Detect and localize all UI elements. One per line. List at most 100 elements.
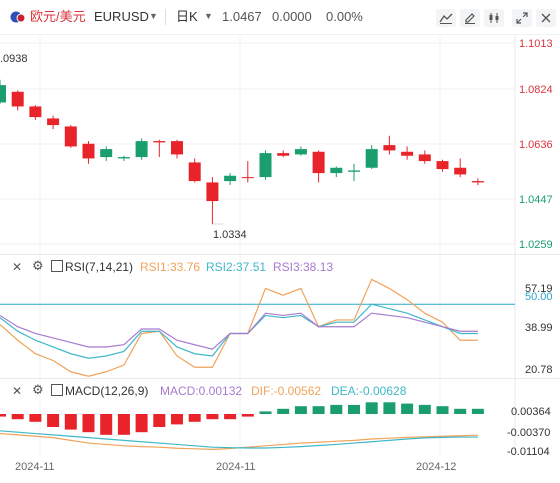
candle-body bbox=[206, 182, 219, 202]
toolbar-divider bbox=[165, 9, 166, 25]
macd-histogram-bar bbox=[171, 414, 183, 425]
macd-value: MACD:0.00132 bbox=[160, 384, 243, 398]
macd-histogram-bar bbox=[401, 403, 414, 414]
macd-histogram-bar bbox=[330, 404, 343, 414]
price-axis-label: 1.0447 bbox=[519, 194, 553, 206]
candle-body bbox=[100, 149, 113, 158]
macd-axis-label: 0.00364 bbox=[511, 406, 551, 418]
symbol-name[interactable]: 欧元/美元 bbox=[30, 9, 86, 24]
macd-histogram-bar bbox=[153, 414, 166, 427]
dea-line bbox=[0, 430, 478, 449]
macd-histogram-bar bbox=[224, 414, 237, 420]
chart-toolbar: 欧元/美元 EURUSD ▼ 日K ▼ 1.0467 0.0000 0.00% bbox=[0, 0, 560, 35]
candle-body bbox=[135, 141, 148, 158]
settings-icon[interactable]: ⚙ bbox=[32, 258, 44, 273]
settings-icon[interactable]: ⚙ bbox=[32, 382, 44, 397]
timeframe-select[interactable]: 日K bbox=[176, 9, 198, 24]
candle-body bbox=[11, 91, 24, 107]
date-axis-label: 2024-11 bbox=[216, 461, 256, 473]
candle-body bbox=[64, 126, 77, 147]
candle-body bbox=[277, 153, 290, 156]
candle-body bbox=[29, 106, 42, 118]
macd-histogram-bar bbox=[29, 414, 42, 422]
candle-body bbox=[0, 85, 6, 103]
macd-axis-label: -0.00370 bbox=[507, 427, 551, 439]
macd-histogram-bar bbox=[100, 414, 113, 435]
price-change-pct: 0.00% bbox=[326, 9, 363, 24]
macd-axis-label: -0.01104 bbox=[507, 446, 550, 458]
panel-menu-icon[interactable] bbox=[51, 260, 63, 272]
price-axis-label: 1.0824 bbox=[519, 84, 553, 96]
candle-body bbox=[330, 167, 343, 174]
candle-body bbox=[153, 141, 166, 143]
macd-histogram-bar bbox=[117, 414, 130, 435]
low-price-label: 1.0334 bbox=[213, 229, 247, 241]
macd-histogram-bar bbox=[47, 414, 60, 427]
high-price-label: .0938 bbox=[0, 53, 28, 65]
dropdown-caret-icon[interactable]: ▼ bbox=[149, 11, 158, 21]
date-axis-label: 2024-11 bbox=[15, 461, 55, 473]
rsi-axis-label: 38.99 bbox=[525, 322, 553, 334]
edit-pen-icon[interactable] bbox=[460, 9, 480, 27]
macd-histogram-bar bbox=[82, 414, 95, 433]
rsi-series bbox=[0, 278, 515, 377]
draw-line-icon[interactable] bbox=[436, 9, 456, 27]
candle-body bbox=[47, 118, 60, 126]
candle-body bbox=[401, 151, 414, 156]
rsi-axis-label: 50.00 bbox=[525, 291, 553, 303]
candlestick-style-icon[interactable] bbox=[484, 9, 504, 27]
panel-separator bbox=[0, 378, 560, 379]
close-icon[interactable] bbox=[536, 9, 556, 27]
eye-icon[interactable]: ✕ bbox=[12, 260, 23, 274]
macd-histogram-bar bbox=[436, 406, 449, 414]
last-price: 1.0467 bbox=[222, 9, 262, 24]
macd-histogram-bar bbox=[312, 406, 325, 414]
candle-body bbox=[224, 175, 237, 182]
candle-body bbox=[383, 145, 396, 151]
candle-body bbox=[294, 149, 307, 155]
candle-body bbox=[454, 167, 467, 175]
fullscreen-icon[interactable] bbox=[512, 9, 532, 27]
price-change: 0.0000 bbox=[272, 9, 312, 24]
eye-icon[interactable]: ✕ bbox=[12, 384, 23, 398]
macd-histogram-bar bbox=[11, 414, 24, 420]
macd-series bbox=[0, 402, 484, 450]
dea-value: DEA:-0.00628 bbox=[331, 384, 407, 398]
timeframe-caret-icon[interactable]: ▼ bbox=[204, 11, 213, 21]
rsi-title: RSI(7,14,21) bbox=[65, 260, 134, 274]
macd-histogram-bar bbox=[418, 404, 431, 414]
candle-body bbox=[436, 161, 449, 170]
macd-histogram-bar bbox=[188, 414, 201, 422]
candle-body bbox=[171, 141, 183, 155]
panel-menu-icon[interactable] bbox=[51, 384, 63, 396]
candle-body bbox=[82, 143, 95, 159]
flag-eu-us-icon bbox=[10, 10, 26, 24]
rsi1-line bbox=[0, 278, 478, 377]
macd-histogram-bar bbox=[348, 404, 360, 414]
candle-body bbox=[117, 157, 130, 159]
rsi-axis-label: 20.78 bbox=[525, 364, 553, 376]
rsi3-line bbox=[0, 312, 478, 350]
macd-histogram-bar bbox=[277, 408, 290, 414]
macd-histogram-bar bbox=[471, 408, 484, 414]
rsi2-line bbox=[0, 303, 478, 359]
date-axis-label: 2024-12 bbox=[416, 461, 457, 473]
price-axis-label: 1.0636 bbox=[519, 139, 553, 151]
macd-histogram-bar bbox=[135, 414, 148, 433]
rsi2-value: RSI2:37.51 bbox=[206, 260, 267, 274]
symbol-code[interactable]: EURUSD bbox=[94, 9, 149, 24]
rsi-axis-label: 57.19 bbox=[525, 283, 553, 295]
price-axis-label: 1.1013 bbox=[519, 38, 553, 50]
macd-histogram-bar bbox=[294, 406, 307, 414]
candle-body bbox=[471, 181, 484, 183]
candle-body bbox=[312, 151, 325, 174]
macd-histogram-bar bbox=[0, 414, 6, 417]
dif-value: DIF:-0.00562 bbox=[251, 384, 322, 398]
panel-separator bbox=[0, 254, 560, 255]
macd-histogram-bar bbox=[64, 414, 77, 430]
macd-histogram-bar bbox=[259, 411, 272, 414]
macd-title: MACD(12,26,9) bbox=[65, 384, 149, 398]
candle-body bbox=[188, 162, 201, 182]
candlestick-series bbox=[0, 79, 484, 225]
